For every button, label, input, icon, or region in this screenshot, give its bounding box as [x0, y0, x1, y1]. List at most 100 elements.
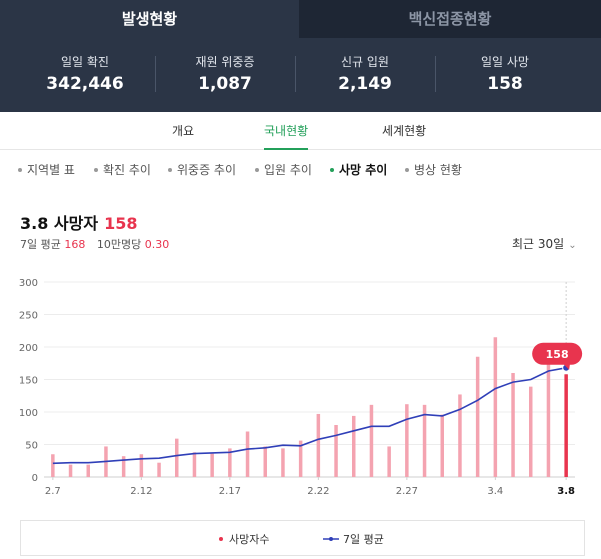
filter-hospital-trend[interactable]: 입원 추이 [255, 161, 312, 178]
filter-label: 사망 추이 [339, 163, 388, 177]
bar [440, 414, 444, 477]
title-date: 3.8 [20, 214, 49, 233]
x-tick-label: 3.4 [487, 486, 503, 497]
legend-dot-icon [219, 537, 223, 541]
tab-overview[interactable]: 개요 [172, 124, 195, 138]
bar [139, 454, 144, 477]
x-tick-label: 2.17 [219, 486, 241, 497]
bar [263, 446, 267, 477]
y-tick-label: 150 [19, 376, 38, 387]
avg-value: 168 [64, 238, 86, 251]
stat-label: 일일 사망 [481, 55, 529, 69]
bar [51, 454, 55, 477]
stat-critical: 재원 위중증 1,087 [155, 54, 295, 96]
filter-region-table[interactable]: 지역별 표 [18, 161, 75, 178]
period-label: 최근 30일 [512, 237, 565, 251]
period-select[interactable]: 최근 30일 ⌄ [512, 235, 577, 252]
y-tick-label: 250 [19, 311, 38, 322]
sub-tab-bar: 개요 국내현황 세계현황 [0, 112, 601, 150]
per100k-value: 0.30 [144, 238, 170, 251]
avg-label: 7일 평균 [20, 238, 61, 251]
filter-bed-status[interactable]: 병상 현황 [405, 161, 462, 178]
x-tick-label: 3.8 [557, 486, 575, 497]
chevron-down-icon: ⌄ [568, 240, 577, 251]
bar [529, 386, 533, 477]
bar [475, 356, 480, 477]
callout-value-label: 158 [546, 348, 569, 361]
stat-label: 일일 확진 [61, 55, 109, 69]
bar [511, 373, 515, 477]
legend-label: 사망자수 [229, 533, 270, 546]
bar [316, 413, 321, 477]
bar [175, 438, 179, 477]
bar [369, 404, 374, 477]
bullet-icon [255, 167, 259, 172]
bar [157, 462, 161, 477]
bar [493, 337, 498, 477]
filter-label: 입원 추이 [264, 163, 312, 177]
filter-confirmed-trend[interactable]: 확진 추이 [94, 161, 151, 178]
bar [86, 464, 90, 477]
bar [192, 452, 197, 477]
bar [228, 448, 232, 477]
bar [458, 394, 462, 477]
bullet-icon [405, 167, 409, 172]
y-tick-label: 100 [19, 408, 38, 419]
title-count: 158 [104, 214, 138, 233]
filter-label: 지역별 표 [27, 163, 75, 177]
bar [210, 453, 214, 477]
y-tick-label: 300 [19, 278, 38, 289]
stat-value: 1,087 [198, 74, 252, 94]
x-tick-label: 2.22 [307, 486, 329, 497]
x-tick-label: 2.7 [45, 486, 61, 497]
tab-world[interactable]: 세계현황 [382, 124, 427, 138]
filter-label: 병상 현황 [414, 163, 462, 177]
legend-7day-avg: 7일 평균 [323, 531, 384, 547]
bar [352, 415, 356, 477]
callout-pointer [563, 362, 571, 370]
stat-value: 342,446 [46, 74, 124, 94]
chart-title: 3.8 사망자 158 [20, 210, 138, 234]
bar [564, 374, 568, 477]
tab-outbreak-status[interactable]: 발생현황 [0, 0, 299, 38]
title-text: 사망자 [53, 214, 99, 233]
bar [245, 431, 250, 477]
stat-label: 신규 입원 [341, 55, 389, 69]
average-line [52, 367, 567, 465]
stat-label: 재원 위중증 [195, 55, 255, 69]
top-tab-bar: 발생현황 백신접종현황 [0, 0, 601, 38]
bar [422, 404, 427, 477]
filter-label: 위중증 추이 [177, 163, 237, 177]
stat-value: 158 [487, 74, 523, 94]
bullet-icon [168, 167, 172, 172]
tab-vaccination-status[interactable]: 백신접종현황 [299, 0, 601, 38]
bullet-icon [18, 167, 22, 172]
bar [387, 446, 391, 477]
chart-subline: 7일 평균 168 10만명당 0.30 [20, 236, 169, 252]
legend-deaths: 사망자수 [219, 531, 269, 547]
filter-critical-trend[interactable]: 위중증 추이 [168, 161, 236, 178]
y-tick-label: 0 [32, 473, 38, 484]
filter-death-trend[interactable]: 사망 추이 [330, 161, 387, 178]
legend-label: 7일 평균 [343, 533, 384, 546]
bullet-icon [94, 167, 98, 172]
bar [334, 425, 338, 477]
stats-panel: 일일 확진 342,446 재원 위중증 1,087 신규 입원 2,149 일… [0, 38, 601, 112]
bar [405, 404, 409, 477]
filter-label: 확진 추이 [103, 163, 151, 177]
chart-legend: 사망자수 7일 평균 [20, 520, 585, 556]
bar [121, 456, 126, 477]
death-trend-chart: 0 50 100 150 200 250 300 158 2.7 2.12 2.17 2.22 2.27… [19, 278, 583, 497]
stat-daily-confirmed: 일일 확진 342,446 [15, 54, 155, 96]
tab-domestic[interactable]: 국내현황 [264, 112, 309, 150]
bullet-icon [330, 167, 334, 172]
per100k-label: 10만명당 [96, 238, 142, 251]
x-tick-label: 2.12 [130, 486, 152, 497]
value-callout [532, 342, 583, 365]
bar [298, 440, 303, 477]
bar [546, 361, 551, 477]
filter-bar: 지역별 표 확진 추이 위중증 추이 입원 추이 사망 추이 병상 현황 [0, 150, 601, 190]
stat-value: 2,149 [338, 74, 392, 94]
stat-daily-deaths: 일일 사망 158 [435, 54, 575, 96]
y-tick-label: 200 [19, 343, 38, 354]
